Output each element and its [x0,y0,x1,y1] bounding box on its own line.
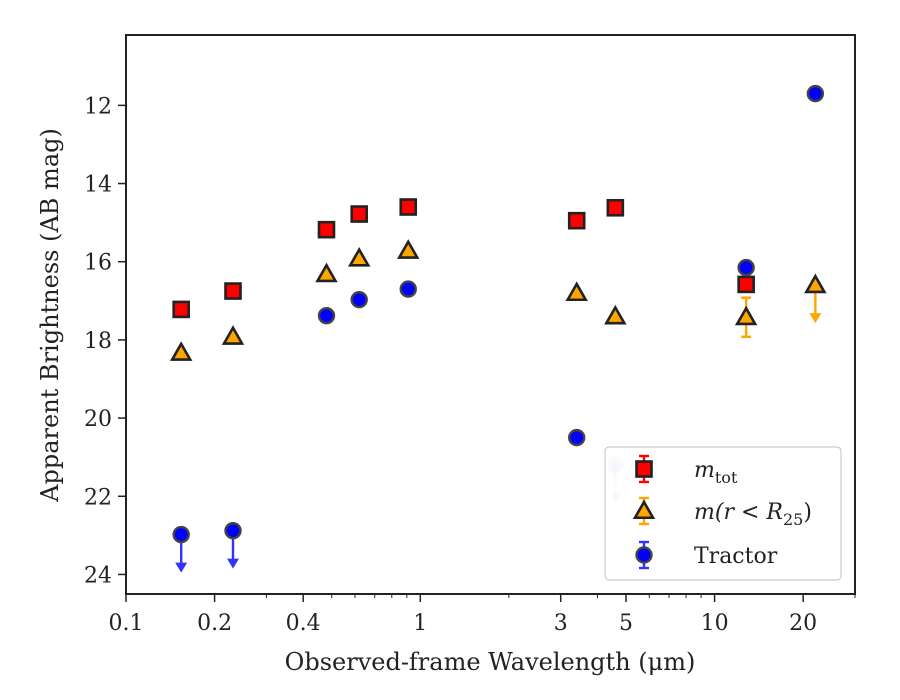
y-tick-label: 22 [84,485,112,510]
square-marker [317,220,336,239]
y-axis-ticks: 12 14 16 18 20 22 24 [84,94,126,588]
triangle-marker [604,304,627,325]
legend-label: Tractor [694,544,778,569]
legend-item-mtot: mtot [635,454,738,487]
axes-frame [125,34,856,595]
upper-limit-arrowhead [227,558,240,569]
square-marker [567,211,586,230]
circle-marker [806,84,825,103]
square-marker [737,275,755,294]
legend-box [604,446,842,581]
circle-marker [350,290,368,309]
y-tick-label: 24 [84,563,112,588]
x-tick-label: 0.4 [286,611,321,636]
circle-marker [172,525,190,544]
circle-marker [568,428,586,447]
triangle-marker [315,262,338,283]
x-tick-label: 10 [701,611,729,636]
circle-marker [317,306,336,325]
triangle-marker [396,239,420,259]
circle-marker [737,258,755,277]
legend-label: m(r < R25) [694,500,812,529]
y-tick-label: 14 [84,173,112,198]
legend-item-tractor: Tractor [635,540,778,570]
triangle-marker [632,499,656,520]
x-tick-label: 0.2 [197,611,232,636]
x-tick-label: 3 [554,611,568,636]
square-marker [635,460,653,478]
x-tick-label: 0.1 [109,611,144,636]
legend: mtot m(r < R25) Tractor [604,446,842,581]
x-tick-label: 5 [619,611,633,636]
x-tick-label: 20 [789,611,817,636]
square-marker [172,300,190,319]
upper-limit-arrowhead [175,562,188,573]
triangle-marker [565,281,588,302]
triangle-marker [734,305,758,326]
series-mr25 [169,239,827,361]
triangle-marker [169,341,193,361]
x-tick-label: 1 [413,611,427,636]
square-marker [606,198,625,217]
square-marker [350,205,368,223]
y-tick-label: 12 [84,94,112,119]
series-mtot [172,198,755,319]
circle-marker [224,521,242,540]
x-axis-label: Observed-frame Wavelength (μm) [285,648,696,676]
y-tick-label: 18 [84,329,112,354]
upper-limit-arrowhead [809,313,822,324]
triangle-marker [804,273,827,294]
triangle-marker [347,246,371,267]
y-tick-label: 20 [84,407,112,432]
y-tick-label: 16 [84,251,112,276]
triangle-marker [221,325,245,345]
x-axis-ticks: 0.1 0.2 0.4 1 3 5 10 20 [109,594,856,636]
plot-area [125,34,856,595]
circle-marker [399,280,417,298]
square-marker [399,198,418,216]
y-axis-label: Apparent Brightness (AB mag) [36,128,64,503]
legend-item-mr25: m(r < R25) [632,496,812,529]
square-marker [224,282,242,300]
circle-marker [635,546,653,564]
legend-label: mtot [694,458,738,487]
